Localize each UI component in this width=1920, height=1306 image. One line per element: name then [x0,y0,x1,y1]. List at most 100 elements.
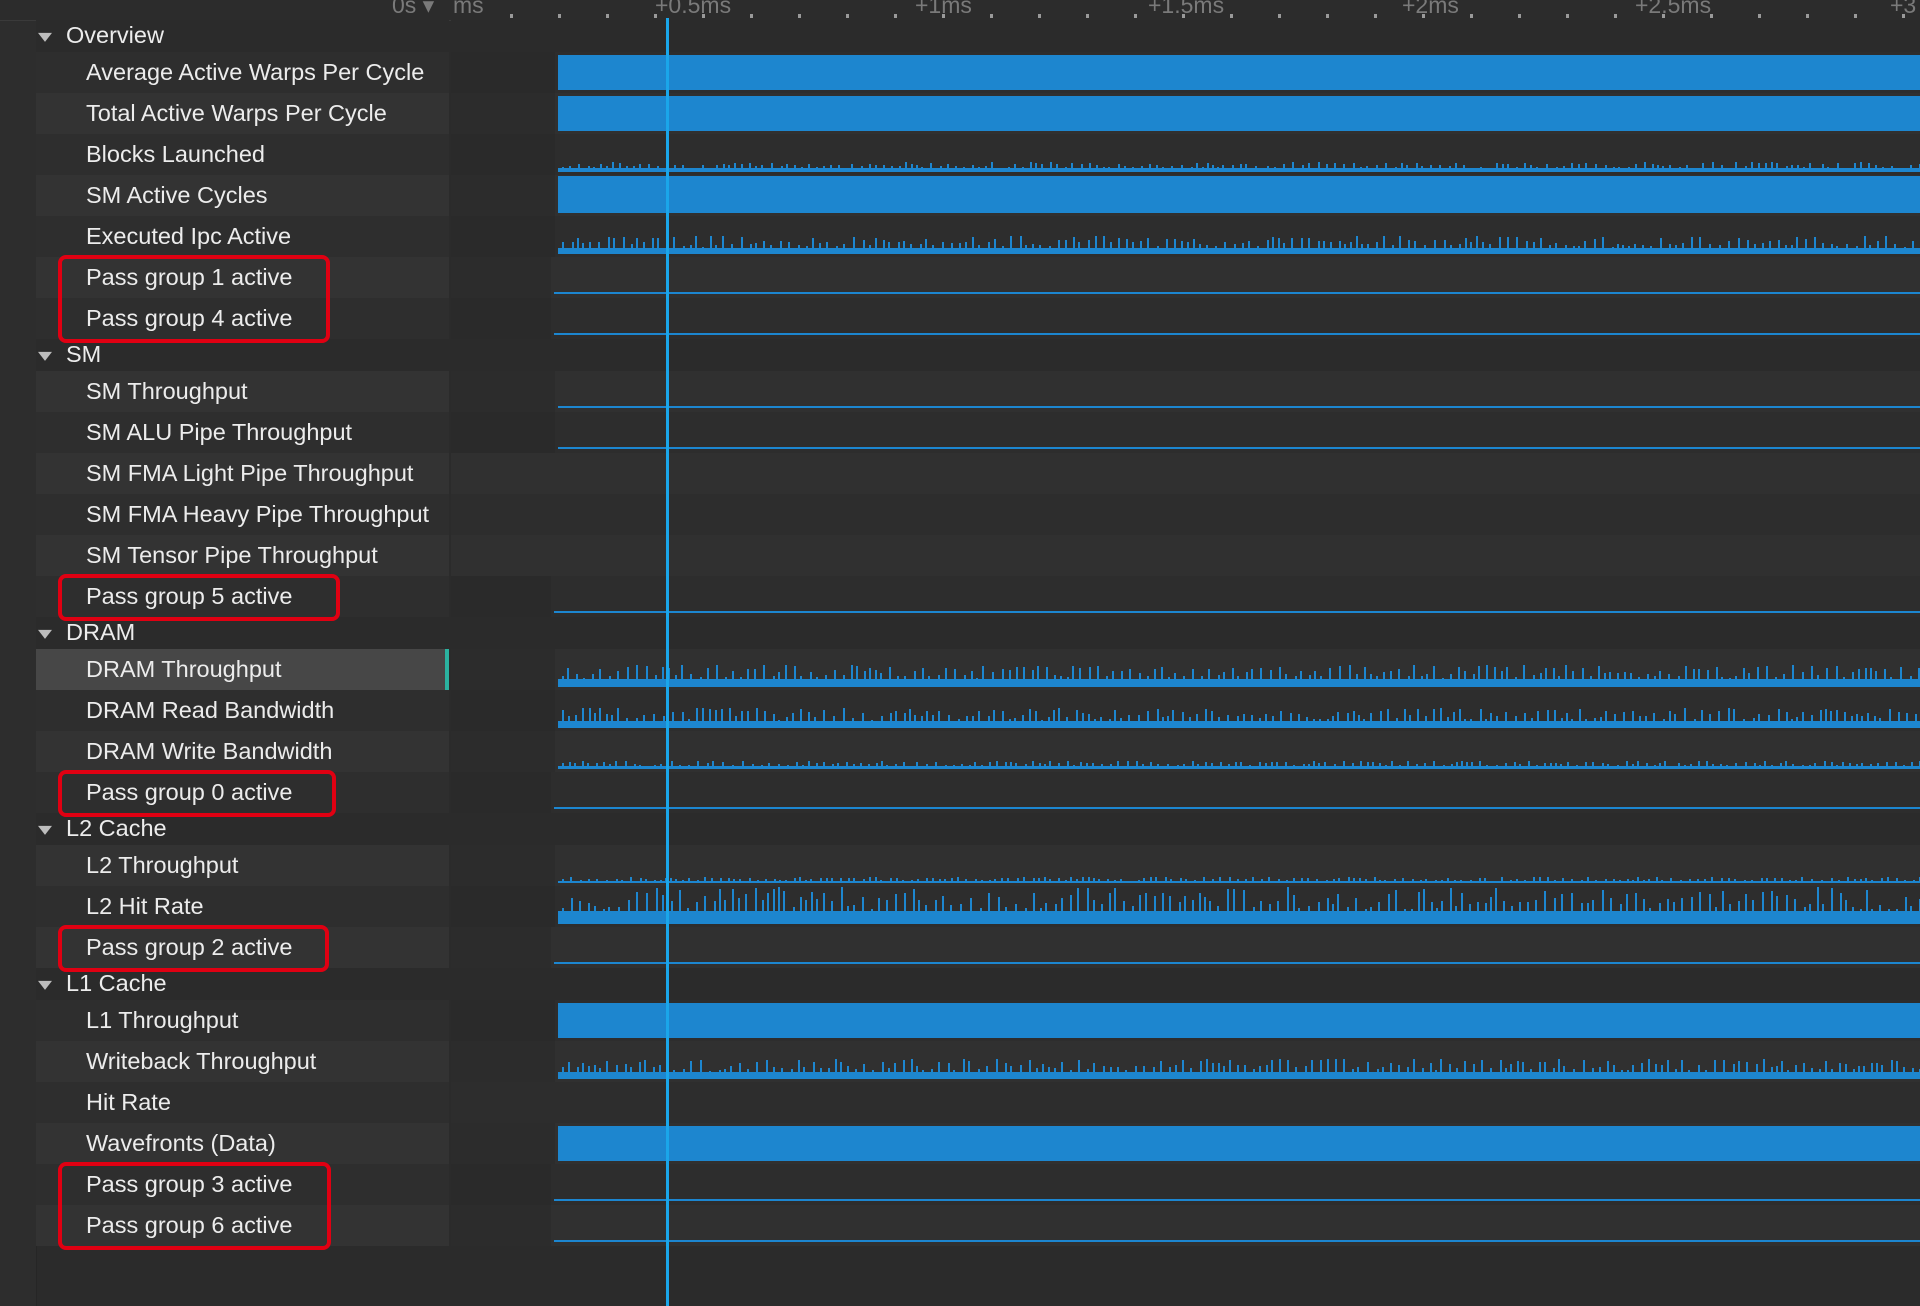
metric-spike [1267,240,1269,254]
metric-row-dram-read-bandwidth[interactable]: DRAM Read Bandwidth [36,690,1920,731]
metric-track[interactable] [451,175,1920,216]
metric-track[interactable] [451,494,1920,535]
metric-track[interactable] [451,1082,1920,1123]
section-sm[interactable]: SM [36,339,1920,371]
metric-row-average-active-warps-per-cycle[interactable]: Average Active Warps Per Cycle [36,52,1920,93]
metric-label[interactable]: Writeback Throughput [36,1041,449,1082]
metric-row-sm-throughput[interactable]: SM Throughput [36,371,1920,412]
metric-track[interactable] [451,298,1920,339]
metric-row-sm-alu-pipe-throughput[interactable]: SM ALU Pipe Throughput [36,412,1920,453]
metric-row-dram-write-bandwidth[interactable]: DRAM Write Bandwidth [36,731,1920,772]
metric-label[interactable]: L1 Throughput [36,1000,449,1041]
metric-row-pass-group-1-active[interactable]: Pass group 1 active [36,257,1920,298]
section-l1-cache[interactable]: L1 Cache [36,968,1920,1000]
metric-label[interactable]: Pass group 6 active [36,1205,449,1246]
metric-row-pass-group-3-active[interactable]: Pass group 3 active [36,1164,1920,1205]
metric-row-blocks-launched[interactable]: Blocks Launched [36,134,1920,175]
metric-track[interactable] [451,772,1920,813]
metric-label[interactable]: Pass group 2 active [36,927,449,968]
metric-track[interactable] [451,649,1920,690]
metric-row-sm-tensor-pipe-throughput[interactable]: SM Tensor Pipe Throughput [36,535,1920,576]
chevron-down-icon[interactable] [38,629,52,639]
metric-row-sm-fma-light-pipe-throughput[interactable]: SM FMA Light Pipe Throughput [36,453,1920,494]
metric-track[interactable] [451,453,1920,494]
metric-label[interactable]: DRAM Write Bandwidth [36,731,449,772]
metric-label[interactable]: Average Active Warps Per Cycle [36,52,449,93]
metric-track[interactable] [451,257,1920,298]
metric-row-writeback-throughput[interactable]: Writeback Throughput [36,1041,1920,1082]
metric-row-pass-group-2-active[interactable]: Pass group 2 active [36,927,1920,968]
metric-row-l2-hit-rate[interactable]: L2 Hit Rate [36,886,1920,927]
metric-label[interactable]: Executed Ipc Active [36,216,449,257]
section-header[interactable]: SM [36,339,449,371]
metric-label[interactable]: SM ALU Pipe Throughput [36,412,449,453]
metric-row-pass-group-5-active[interactable]: Pass group 5 active [36,576,1920,617]
metric-row-l2-throughput[interactable]: L2 Throughput [36,845,1920,886]
metric-label[interactable]: Pass group 1 active [36,257,449,298]
metric-track[interactable] [451,845,1920,886]
section-l2-cache[interactable]: L2 Cache [36,813,1920,845]
metric-track[interactable] [451,690,1920,731]
metric-row-pass-group-6-active[interactable]: Pass group 6 active [36,1205,1920,1246]
metric-row-pass-group-0-active[interactable]: Pass group 0 active [36,772,1920,813]
metric-label[interactable]: L2 Throughput [36,845,449,886]
section-header[interactable]: L1 Cache [36,968,449,1000]
section-header[interactable]: Overview [36,20,449,52]
metric-label[interactable]: Total Active Warps Per Cycle [36,93,449,134]
metric-track[interactable] [451,371,1920,412]
metric-label[interactable]: SM FMA Heavy Pipe Throughput [36,494,449,535]
metric-label[interactable]: SM Tensor Pipe Throughput [36,535,449,576]
metric-label[interactable]: Blocks Launched [36,134,449,175]
metric-track[interactable] [451,1123,1920,1164]
metric-track[interactable] [451,412,1920,453]
pre-range-shade [451,886,555,927]
metric-track[interactable] [451,731,1920,772]
time-cursor[interactable] [666,18,669,1306]
section-overview[interactable]: Overview [36,20,1920,52]
section-header[interactable]: L2 Cache [36,813,449,845]
metric-row-total-active-warps-per-cycle[interactable]: Total Active Warps Per Cycle [36,93,1920,134]
metric-label[interactable]: Pass group 3 active [36,1164,449,1205]
metric-spike [1680,880,1682,883]
section-header[interactable]: DRAM [36,617,449,649]
chevron-down-icon[interactable] [38,32,52,42]
metric-row-wavefronts-data[interactable]: Wavefronts (Data) [36,1123,1920,1164]
metric-label[interactable]: SM Active Cycles [36,175,449,216]
metric-track[interactable] [451,535,1920,576]
metric-row-hit-rate[interactable]: Hit Rate [36,1082,1920,1123]
metric-label[interactable]: Pass group 4 active [36,298,449,339]
chevron-down-icon[interactable] [38,351,52,361]
metric-track[interactable] [451,134,1920,175]
metric-label[interactable]: DRAM Read Bandwidth [36,690,449,731]
metric-row-sm-fma-heavy-pipe-throughput[interactable]: SM FMA Heavy Pipe Throughput [36,494,1920,535]
metric-track[interactable] [451,216,1920,257]
metric-label[interactable]: Pass group 0 active [36,772,449,813]
metric-label[interactable]: Wavefronts (Data) [36,1123,449,1164]
metric-track[interactable] [451,576,1920,617]
time-ruler[interactable]: 0s ▾ ms +0.5ms +1ms +1.5ms +2ms +2.5ms +3 [0,0,1920,21]
metric-spike [1220,762,1222,769]
metric-track[interactable] [451,1205,1920,1246]
metric-track[interactable] [451,93,1920,134]
metric-label[interactable]: SM Throughput [36,371,449,412]
metric-row-sm-active-cycles[interactable]: SM Active Cycles [36,175,1920,216]
metric-track[interactable] [451,927,1920,968]
metric-track[interactable] [451,1000,1920,1041]
metric-row-l1-throughput[interactable]: L1 Throughput [36,1000,1920,1041]
metric-label[interactable]: L2 Hit Rate [36,886,449,927]
metric-label[interactable]: SM FMA Light Pipe Throughput [36,453,449,494]
metric-row-executed-ipc-active[interactable]: Executed Ipc Active [36,216,1920,257]
metric-track[interactable] [451,1164,1920,1205]
chevron-down-icon[interactable] [38,825,52,835]
metric-label[interactable]: Pass group 5 active [36,576,449,617]
metric-label[interactable]: Hit Rate [36,1082,449,1123]
metric-track[interactable] [451,886,1920,927]
chevron-down-icon[interactable] [38,980,52,990]
metric-track[interactable] [451,1041,1920,1082]
section-dram[interactable]: DRAM [36,617,1920,649]
metric-track[interactable] [451,52,1920,93]
metric-row-dram-throughput[interactable]: DRAM Throughput [36,649,1920,690]
metric-spike [1531,718,1533,728]
metric-label[interactable]: DRAM Throughput [36,649,449,690]
metric-row-pass-group-4-active[interactable]: Pass group 4 active [36,298,1920,339]
